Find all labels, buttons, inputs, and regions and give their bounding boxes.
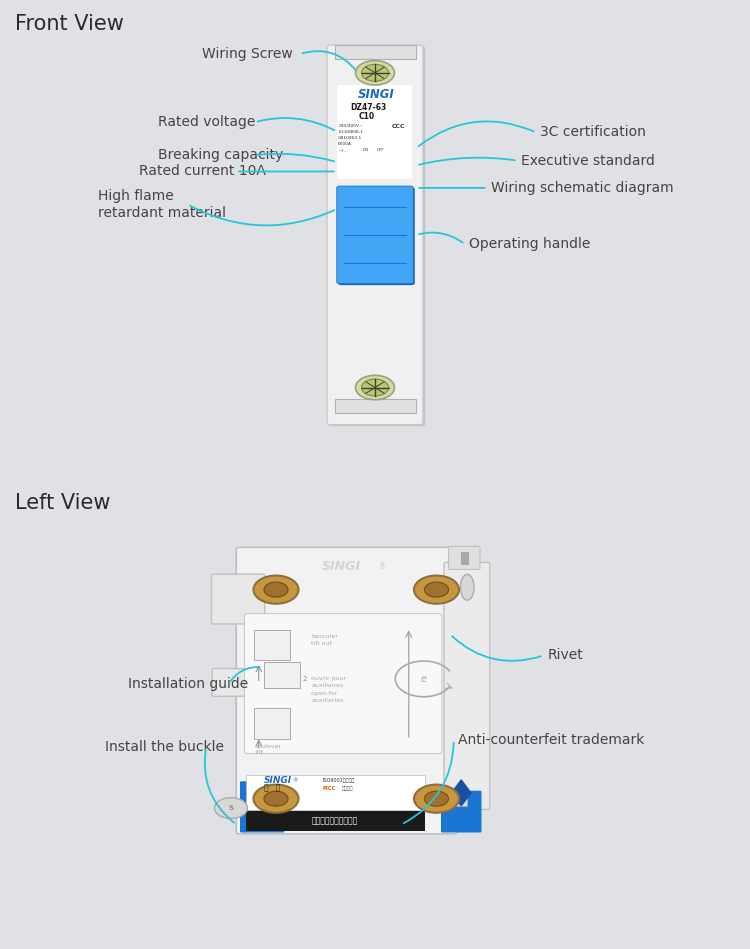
Text: Anti-counterfeit trademark: Anti-counterfeit trademark bbox=[458, 733, 644, 747]
Text: DZ47-63: DZ47-63 bbox=[350, 102, 386, 112]
Circle shape bbox=[264, 791, 288, 807]
Text: soulever: soulever bbox=[255, 744, 282, 749]
Text: Rated voltage: Rated voltage bbox=[158, 115, 255, 129]
Circle shape bbox=[414, 575, 459, 604]
Text: e: e bbox=[421, 674, 427, 684]
Circle shape bbox=[264, 582, 288, 597]
FancyBboxPatch shape bbox=[244, 614, 442, 754]
Text: 230/400V~: 230/400V~ bbox=[338, 124, 363, 128]
FancyBboxPatch shape bbox=[327, 46, 423, 424]
Text: CCC: CCC bbox=[392, 124, 405, 129]
Text: High flame
retardant material: High flame retardant material bbox=[98, 189, 226, 220]
FancyBboxPatch shape bbox=[460, 552, 468, 564]
FancyBboxPatch shape bbox=[212, 668, 256, 697]
FancyBboxPatch shape bbox=[236, 548, 458, 834]
Text: 3C certification: 3C certification bbox=[540, 125, 646, 140]
Text: SINGI: SINGI bbox=[322, 560, 361, 572]
Circle shape bbox=[362, 379, 388, 396]
Ellipse shape bbox=[460, 574, 474, 600]
FancyBboxPatch shape bbox=[338, 188, 415, 285]
Text: SINGI: SINGI bbox=[357, 88, 395, 102]
FancyBboxPatch shape bbox=[337, 186, 413, 284]
FancyBboxPatch shape bbox=[448, 788, 467, 806]
FancyBboxPatch shape bbox=[441, 791, 482, 832]
FancyBboxPatch shape bbox=[211, 574, 265, 623]
Text: Operating handle: Operating handle bbox=[469, 237, 590, 251]
Text: C10: C10 bbox=[358, 112, 375, 121]
Text: OFF: OFF bbox=[376, 148, 384, 153]
Circle shape bbox=[254, 785, 298, 812]
Text: Wiring schematic diagram: Wiring schematic diagram bbox=[491, 181, 674, 195]
Text: ®: ® bbox=[292, 778, 298, 783]
FancyBboxPatch shape bbox=[254, 709, 290, 739]
FancyBboxPatch shape bbox=[444, 563, 490, 809]
Circle shape bbox=[424, 791, 448, 807]
Text: open for: open for bbox=[311, 692, 338, 697]
Text: GB10963.1: GB10963.1 bbox=[338, 136, 362, 140]
Text: SINGI: SINGI bbox=[264, 776, 292, 786]
Text: 2: 2 bbox=[302, 676, 307, 682]
FancyBboxPatch shape bbox=[337, 84, 412, 178]
Text: ISO9001认证企业: ISO9001认证企业 bbox=[322, 778, 355, 783]
Circle shape bbox=[254, 575, 298, 604]
Text: 信   巧: 信 巧 bbox=[264, 784, 280, 792]
Text: ouvrir pour: ouvrir pour bbox=[311, 677, 346, 681]
Text: Wiring Screw: Wiring Screw bbox=[202, 47, 293, 61]
Text: Rated current 10A: Rated current 10A bbox=[139, 164, 266, 178]
Circle shape bbox=[362, 65, 388, 82]
Text: lift: lift bbox=[255, 750, 263, 755]
Text: auxiliaries: auxiliaries bbox=[311, 698, 344, 703]
Text: 6000A: 6000A bbox=[338, 141, 352, 146]
Text: Installation guide: Installation guide bbox=[128, 677, 248, 691]
Text: $\neg$/-: $\neg$/- bbox=[338, 147, 346, 154]
Text: auxiliaires: auxiliaires bbox=[311, 683, 344, 688]
Text: Front View: Front View bbox=[15, 14, 124, 34]
FancyBboxPatch shape bbox=[264, 662, 300, 688]
Text: IEC60898-1: IEC60898-1 bbox=[338, 129, 363, 134]
Circle shape bbox=[214, 798, 248, 818]
Text: ON: ON bbox=[363, 148, 369, 153]
FancyBboxPatch shape bbox=[240, 781, 284, 832]
FancyBboxPatch shape bbox=[448, 547, 480, 569]
Text: basculer: basculer bbox=[311, 634, 338, 639]
Circle shape bbox=[424, 582, 448, 597]
Text: Left View: Left View bbox=[15, 493, 110, 513]
Circle shape bbox=[356, 61, 395, 85]
FancyBboxPatch shape bbox=[329, 47, 425, 426]
Text: Install the buckle: Install the buckle bbox=[105, 740, 224, 754]
FancyBboxPatch shape bbox=[334, 400, 416, 414]
Polygon shape bbox=[452, 780, 471, 806]
FancyBboxPatch shape bbox=[246, 775, 424, 810]
FancyBboxPatch shape bbox=[334, 45, 416, 59]
Text: S: S bbox=[229, 805, 233, 811]
Text: 质量保险: 质量保险 bbox=[341, 786, 352, 791]
FancyBboxPatch shape bbox=[246, 810, 424, 830]
Text: PICC: PICC bbox=[322, 786, 336, 791]
FancyBboxPatch shape bbox=[254, 629, 290, 661]
Text: ®: ® bbox=[379, 562, 386, 570]
Circle shape bbox=[356, 376, 395, 400]
Circle shape bbox=[414, 785, 459, 812]
Text: Rivet: Rivet bbox=[548, 648, 584, 662]
Text: Executive standard: Executive standard bbox=[521, 154, 656, 168]
Text: tilt out: tilt out bbox=[311, 642, 332, 646]
Text: Breaking capacity: Breaking capacity bbox=[158, 148, 283, 162]
Text: 中国建设电气知名品牌: 中国建设电气知名品牌 bbox=[312, 816, 358, 826]
